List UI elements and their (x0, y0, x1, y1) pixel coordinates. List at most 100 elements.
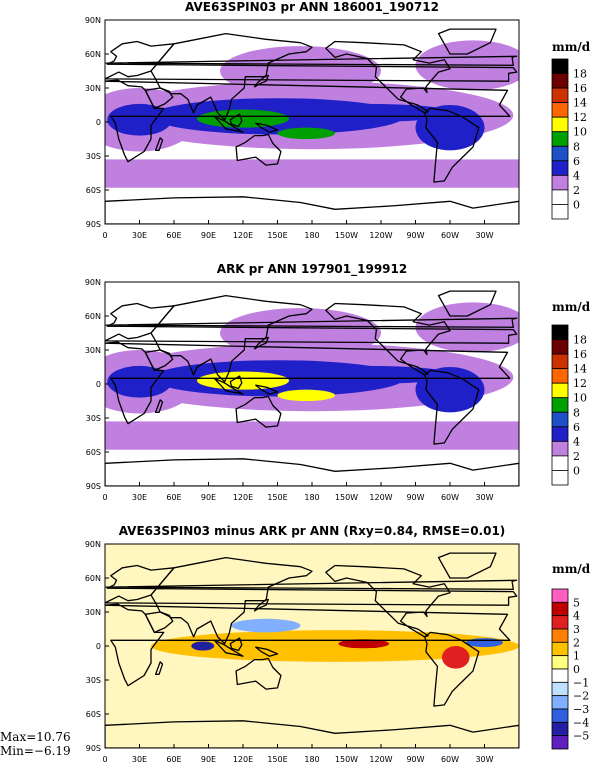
panel-observed: ARK pr ANN 197901_199912 90N 60N 30N 0 30S 60… (0, 262, 600, 522)
lon-tick-label: 180 (304, 231, 319, 240)
lon-tick-label: 120E (233, 493, 253, 502)
stats-box: Max=10.76 Min=−6.19 (0, 730, 71, 758)
lat-tick-label: 60S (86, 710, 101, 719)
lon-tick-label: 90W (406, 493, 424, 502)
colorbar-box (551, 131, 569, 147)
colorbar-label: 12 (573, 377, 587, 390)
lon-tick-label: 150W (335, 755, 358, 764)
coastline-indonesia (213, 115, 244, 133)
colorbar-label: 0 (573, 464, 580, 477)
lon-tick-label: 120E (233, 755, 253, 764)
colorbar-label: 6 (573, 421, 580, 434)
coastline-newguinea (255, 646, 279, 657)
land-layer (105, 552, 519, 748)
coastline-uk (105, 55, 518, 66)
coastline-arabia (144, 349, 174, 372)
lat-tick-label: 90S (86, 220, 101, 229)
lat-tick-label: 60S (86, 186, 101, 195)
colorbar-label: 18 (573, 68, 587, 81)
andes-positive (441, 646, 470, 669)
coastline-indonesia (213, 639, 244, 657)
coastline-madagascar (154, 137, 164, 151)
colorbar-label: 10 (573, 392, 587, 405)
panel-difference: AVE63SPIN03 minus ARK pr ANN (Rxy=0.84, … (0, 524, 600, 782)
panel-title: AVE63SPIN03 pr ANN 186001_190712 (185, 0, 439, 14)
coastline-namerica (325, 564, 451, 638)
lon-tick-label: 150W (335, 493, 358, 502)
lat-tick-label: 60S (86, 448, 101, 457)
lon-tick-label: 150E (267, 493, 287, 502)
colorbar-box (551, 102, 569, 118)
lat-tick-label: 30S (86, 676, 101, 685)
coastline-samerica (424, 631, 480, 707)
itcz-band (271, 365, 456, 384)
colorbar-label: 1 (573, 650, 580, 663)
coastline-madagascar (154, 399, 164, 413)
colorbar-box (551, 397, 569, 413)
coastline-africa (105, 79, 511, 163)
coastline-samerica (424, 369, 480, 445)
coastline-samerica (424, 107, 480, 183)
negative-band (231, 618, 301, 633)
coastline-antarctica (105, 720, 519, 748)
colorbar-label: 16 (573, 82, 587, 95)
colorbar-box (551, 73, 569, 89)
colorbar-label: 8 (573, 140, 580, 153)
coastline-australia (235, 395, 282, 428)
colorbar-box (551, 641, 569, 657)
min-value: Min=−6.19 (0, 744, 71, 758)
coastline-arabia (144, 611, 174, 634)
units-label: mm/d (552, 300, 591, 314)
lon-tick-label: 30E (132, 231, 147, 240)
colorbar-label: 18 (573, 334, 587, 347)
colorbar-label: 2 (573, 450, 580, 463)
coastline-arabia (144, 87, 174, 110)
maritime-continent-core (197, 371, 289, 390)
colorbar-box (551, 588, 569, 603)
itcz-band (271, 103, 456, 122)
colorbar-box (551, 655, 569, 670)
lon-tick-label: 90W (406, 231, 424, 240)
colorbar-box (551, 204, 569, 220)
colorbar-label: 12 (573, 111, 587, 124)
colorbar-label: 2 (573, 636, 580, 649)
lon-tick-label: 60W (441, 231, 459, 240)
lon-tick-label: 150E (267, 231, 287, 240)
colorbar-label: 0 (573, 198, 580, 211)
coastline-uk (105, 317, 518, 328)
colorbar-label: 14 (573, 363, 587, 376)
lon-tick-label: 0 (102, 755, 107, 764)
lon-tick-label: 30W (475, 493, 493, 502)
coastline-namerica (325, 40, 451, 114)
colorbar-box (551, 324, 569, 340)
colorbar-box (551, 339, 569, 355)
lat-tick-label: 0 (96, 118, 101, 127)
lon-tick-label: 30E (132, 755, 147, 764)
coastline-europe (105, 302, 518, 344)
lon-tick-label: 120W (369, 755, 392, 764)
lon-tick-label: 60W (441, 493, 459, 502)
colorbar-label: −2 (573, 690, 589, 703)
colorbar-label: 5 (573, 596, 580, 609)
field-layer (105, 544, 519, 748)
spcz-core (277, 389, 335, 401)
lon-tick-label: 180 (304, 755, 319, 764)
units-label: mm/d (552, 40, 591, 54)
lat-tick-label: 30N (85, 84, 101, 93)
max-value: Max=10.76 (0, 730, 71, 744)
colorbar-label: 8 (573, 406, 580, 419)
colorbar-box (551, 628, 569, 643)
lon-tick-label: 30W (475, 231, 493, 240)
colorbar-label: 6 (573, 155, 580, 168)
lon-tick-label: 60E (166, 493, 181, 502)
coastline-madagascar (154, 661, 164, 675)
coastline-namerica (325, 302, 451, 376)
lat-tick-label: 90N (85, 16, 101, 25)
colorbar-label: 4 (573, 169, 580, 182)
congo-band (107, 103, 172, 136)
colorbar-box (551, 411, 569, 428)
